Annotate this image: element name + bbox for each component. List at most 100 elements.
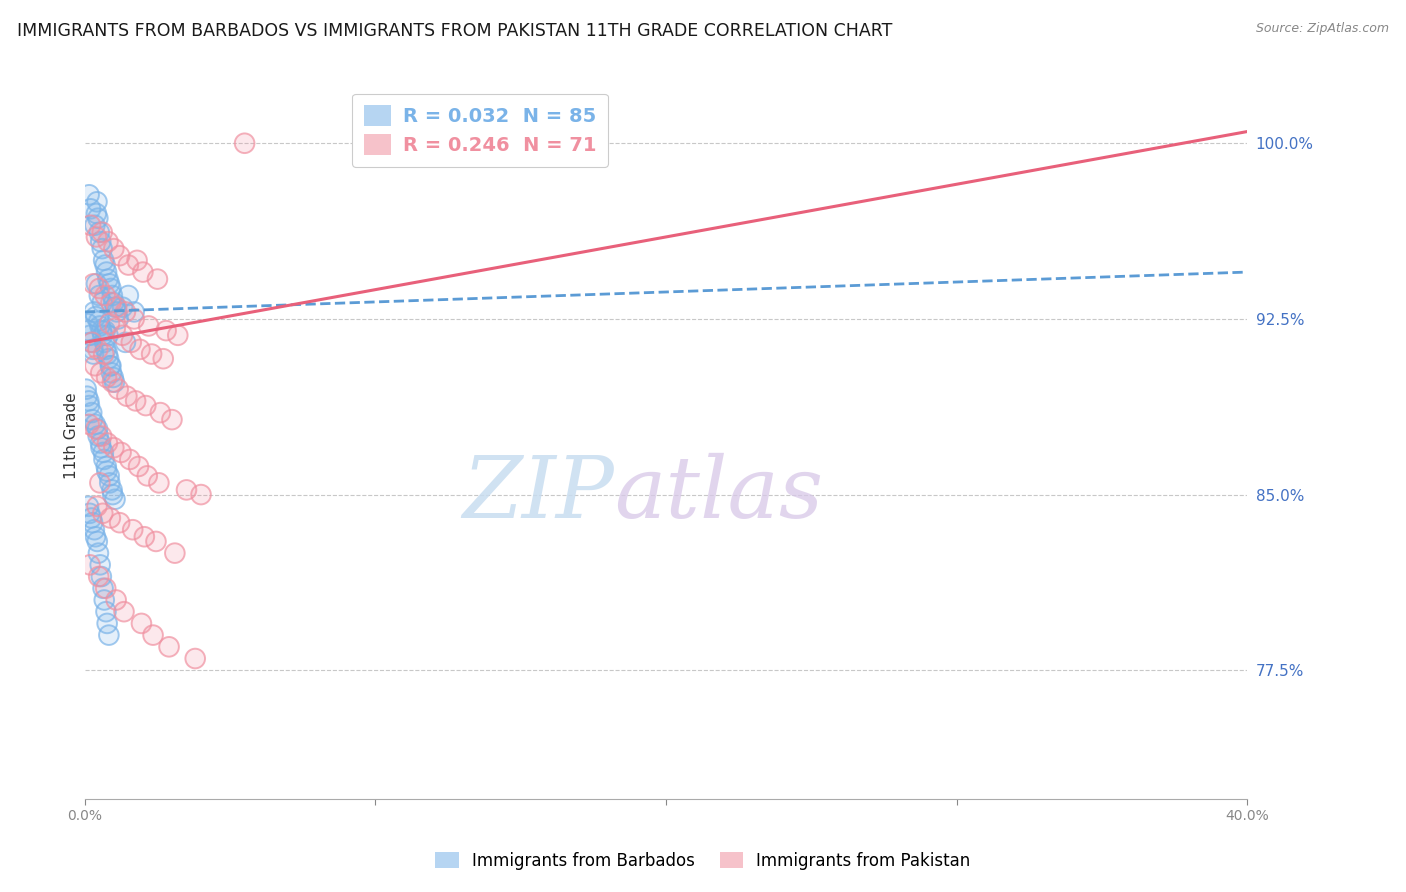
Point (96, 436, 118, 450)
Point (146, 272, 169, 286)
Point (145, 534, 167, 549)
Point (100, 295, 122, 310)
Point (87, 546, 110, 560)
Point (79, 218, 101, 232)
Point (86, 500, 108, 514)
Point (103, 441, 125, 455)
Legend: Immigrants from Barbados, Immigrants from Pakistan: Immigrants from Barbados, Immigrants fro… (429, 846, 977, 877)
Point (100, 359, 122, 373)
Point (157, 640, 180, 654)
Point (94, 581, 117, 595)
Point (94, 605, 117, 619)
Point (94, 343, 117, 357)
Point (94, 258, 117, 272)
Point (84, 359, 107, 373)
Point (122, 305, 145, 319)
Point (82, 412, 104, 426)
Point (108, 249, 131, 263)
Point (101, 483, 124, 497)
Point (93, 335, 115, 350)
Point (93, 452, 115, 467)
Point (76, 389, 98, 403)
Point (79, 202, 101, 216)
Point (86, 277, 108, 291)
Point (100, 359, 122, 373)
Point (76, 317, 98, 331)
Point (87, 314, 110, 328)
Point (142, 628, 165, 642)
Point (129, 343, 152, 357)
Text: Source: ZipAtlas.com: Source: ZipAtlas.com (1256, 22, 1389, 36)
Point (103, 370, 125, 384)
Point (100, 295, 122, 310)
Point (97, 351, 120, 366)
Point (125, 253, 148, 268)
Point (124, 393, 146, 408)
Point (93, 452, 115, 467)
Point (90, 324, 112, 338)
Point (121, 523, 143, 537)
Point (190, 487, 212, 501)
Point (138, 318, 160, 333)
Point (94, 258, 117, 272)
Point (90, 366, 112, 380)
Point (108, 516, 131, 530)
Point (142, 628, 165, 642)
Point (97, 351, 120, 366)
Point (86, 230, 108, 244)
Point (86, 277, 108, 291)
Point (128, 459, 150, 474)
Point (104, 492, 127, 507)
Point (176, 483, 198, 497)
Point (86, 422, 108, 436)
Point (96, 265, 118, 279)
Point (83, 523, 105, 537)
Point (77, 324, 100, 338)
Point (97, 272, 120, 286)
Point (129, 343, 152, 357)
Point (77, 187, 100, 202)
Point (89, 436, 111, 450)
Point (122, 312, 145, 326)
Point (91, 581, 114, 595)
Point (97, 235, 120, 249)
Point (77, 393, 100, 408)
Point (98, 277, 121, 291)
Text: ZIP: ZIP (461, 453, 614, 535)
Point (184, 651, 207, 665)
Point (103, 370, 125, 384)
Point (76, 389, 98, 403)
Point (87, 343, 110, 357)
Point (91, 295, 114, 310)
Point (79, 202, 101, 216)
Point (124, 393, 146, 408)
Point (96, 616, 118, 631)
Point (90, 366, 112, 380)
Point (105, 300, 128, 314)
Point (110, 445, 132, 459)
Point (155, 324, 177, 338)
Point (89, 436, 111, 450)
Point (98, 475, 121, 490)
Point (149, 406, 172, 420)
Point (75, 382, 97, 396)
Point (86, 194, 108, 209)
Point (132, 265, 155, 279)
Point (84, 218, 107, 232)
Point (152, 351, 174, 366)
Point (94, 324, 117, 338)
Point (111, 300, 134, 314)
Point (90, 429, 112, 443)
Point (90, 235, 112, 249)
Point (79, 506, 101, 520)
Point (190, 487, 212, 501)
Point (131, 616, 153, 631)
Point (176, 483, 198, 497)
Point (80, 335, 103, 350)
Point (128, 459, 150, 474)
Point (96, 370, 118, 384)
Point (89, 225, 111, 239)
Text: atlas: atlas (614, 453, 823, 535)
Point (87, 211, 110, 226)
Point (90, 324, 112, 338)
